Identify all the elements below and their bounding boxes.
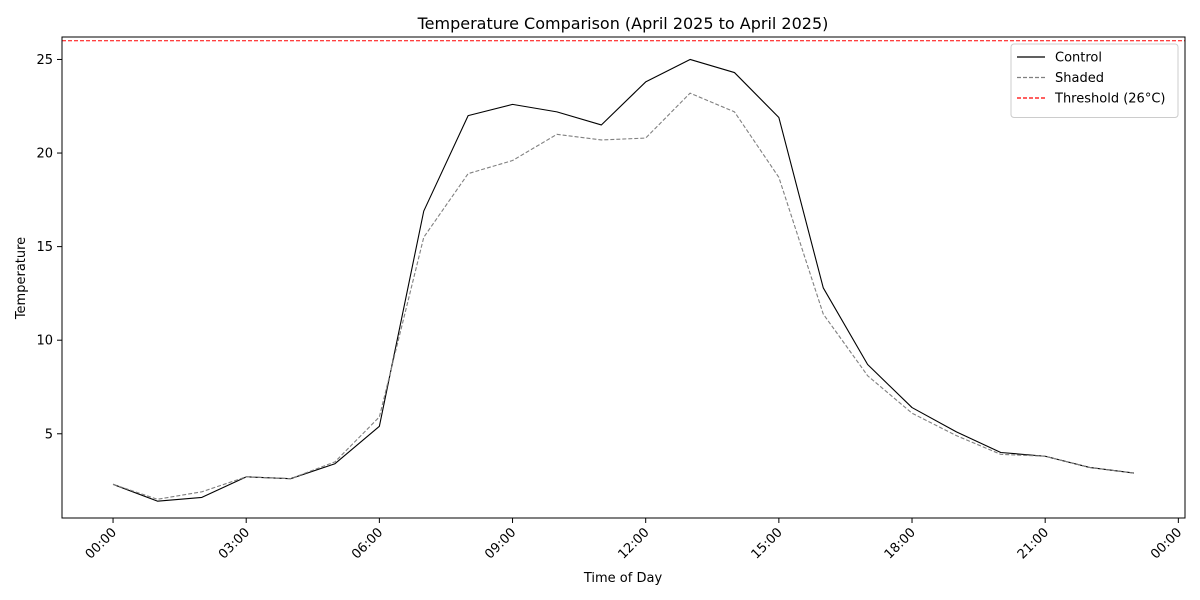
y-tick-label: 10 — [36, 334, 53, 349]
axis-ticks: 00:00 03:00 06:00 09:00 12:00 15:00 18:00 21:00… — [36, 53, 1185, 562]
x-tick-label: 12:00 — [615, 525, 652, 562]
x-tick-label: 00:00 — [1148, 525, 1185, 562]
legend-label: Control — [1055, 51, 1102, 66]
x-tick-label: 03:00 — [216, 525, 253, 562]
x-tick-label: 18:00 — [882, 525, 919, 562]
chart-title: Temperature Comparison (April 2025 to Ap… — [417, 14, 829, 33]
series-line-shaded — [112, 92, 1135, 500]
legend-label: Threshold (26°C) — [1054, 92, 1165, 107]
legend: Control Shaded Threshold (26°C) — [1010, 43, 1179, 118]
plot-frame — [61, 36, 1186, 519]
y-axis-label: Temperature — [14, 237, 29, 320]
legend-label: Shaded — [1055, 71, 1104, 86]
y-tick-label: 15 — [36, 240, 53, 255]
x-tick-label: 00:00 — [83, 525, 120, 562]
legend-box — [1010, 43, 1179, 118]
plot-area — [62, 40, 1185, 502]
x-tick-label: 09:00 — [482, 525, 519, 562]
y-tick-label: 5 — [45, 427, 53, 442]
x-tick-label: 21:00 — [1015, 525, 1052, 562]
y-tick-label: 25 — [36, 53, 53, 68]
x-tick-label: 15:00 — [749, 525, 786, 562]
x-axis-label: Time of Day — [583, 571, 663, 586]
x-tick-label: 06:00 — [349, 525, 386, 562]
series-line-control — [112, 58, 1135, 502]
y-tick-label: 20 — [36, 147, 53, 162]
